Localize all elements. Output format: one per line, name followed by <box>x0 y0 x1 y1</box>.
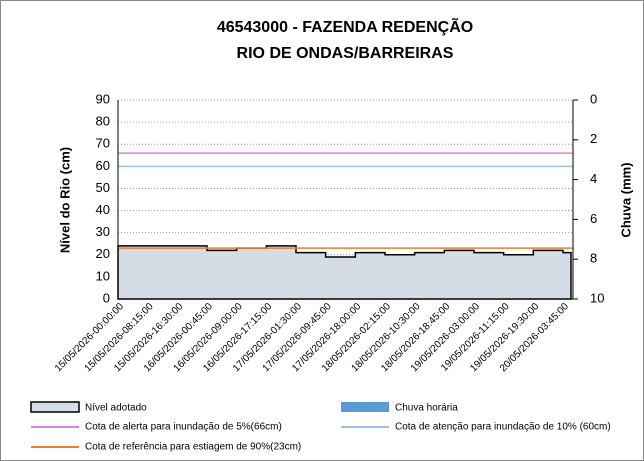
y2-tick-label: 2 <box>590 131 597 146</box>
y-tick-label: 40 <box>96 202 110 217</box>
y-tick-label: 50 <box>96 180 110 195</box>
chart-title: 46543000 - FAZENDA REDENÇÃO <box>217 16 473 36</box>
y-tick-label: 80 <box>96 114 110 129</box>
chart-subtitle: RIO DE ONDAS/BARREIRAS <box>237 45 454 62</box>
level-area <box>117 245 572 300</box>
y-tick-label: 30 <box>96 224 110 239</box>
y2-tick-label: 8 <box>590 251 597 266</box>
y-axis-title: Nível do Rio (cm) <box>57 147 72 253</box>
legend-label: Cota de alerta para inundação de 5%(66cm… <box>85 422 282 433</box>
y2-tick-label: 6 <box>590 211 597 226</box>
y-tick-label: 0 <box>103 290 110 305</box>
y-tick-label: 10 <box>96 268 110 283</box>
legend-label: Nível adotado <box>85 403 147 414</box>
y-tick-label: 60 <box>96 158 110 173</box>
y2-tick-label: 0 <box>590 91 597 106</box>
legend-swatch <box>341 402 389 412</box>
legend-swatch <box>30 401 80 413</box>
legend-label: Chuva horária <box>395 403 458 414</box>
y2-axis-title: Chuva (mm) <box>618 162 633 237</box>
y2-tick-label: 10 <box>590 290 604 305</box>
y2-tick-label: 4 <box>590 171 597 186</box>
legend-label: Cota de atenção para inundação de 10% (6… <box>395 422 611 433</box>
legend-label: Cota de referência para estiagem de 90%(… <box>85 442 301 453</box>
y-tick-label: 20 <box>96 246 110 261</box>
y-tick-label: 70 <box>96 136 110 151</box>
y-tick-label: 90 <box>96 91 110 106</box>
